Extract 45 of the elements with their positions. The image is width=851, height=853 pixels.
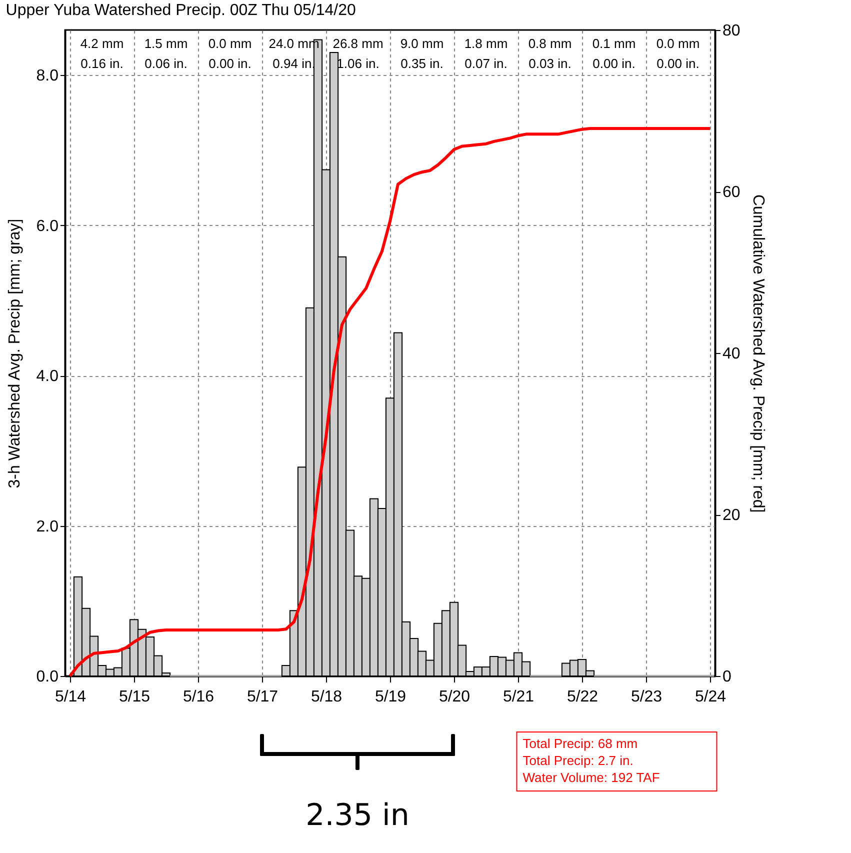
annotation: 1.5 mm <box>144 36 188 51</box>
annotation: 0.0 mm <box>656 36 700 51</box>
x-tick-label: 5/16 <box>182 688 214 706</box>
annotation: 0.1 mm <box>592 36 636 51</box>
y-tick-label: 0.0 <box>36 668 59 686</box>
y-tick-label: 8.0 <box>36 68 59 85</box>
annotation: 0.00 in. <box>656 56 700 71</box>
annotation: 0.35 in. <box>400 56 444 71</box>
y2-tick-label: 80 <box>722 22 740 40</box>
x-tick-label: 5/24 <box>694 688 726 706</box>
annotation: 9.0 mm <box>400 36 444 51</box>
x-tick-label: 5/17 <box>246 688 278 706</box>
x-tick-label: 5/23 <box>630 688 662 706</box>
text: Total Precip: 68 mm <box>522 736 638 751</box>
y-tick-label: 6.0 <box>36 218 59 235</box>
y-tick-label: 4.0 <box>36 368 59 386</box>
annotation: 0.00 in. <box>592 56 636 71</box>
annotation: 4.2 mm <box>80 36 124 51</box>
x-tick-label: 5/15 <box>118 688 150 706</box>
text: 2.35 in <box>306 798 410 833</box>
y2-tick-label: 40 <box>722 346 740 362</box>
y2-tick-label: 20 <box>722 507 740 524</box>
annotation: 0.16 in. <box>80 56 124 71</box>
y2-tick-label: 60 <box>722 184 740 201</box>
x-tick-label: 5/19 <box>374 688 406 706</box>
y2-axis-title: Cumulative Watershed Avg. Precip [mm; red] <box>749 194 766 513</box>
annotation: 1.8 mm <box>464 36 508 51</box>
x-tick-label: 5/21 <box>502 688 534 706</box>
x-tick-label: 5/20 <box>438 688 470 706</box>
annotation: 26.8 mm <box>332 36 384 51</box>
y2-tick-label: 0 <box>722 668 732 686</box>
annotation: 0.0 mm <box>208 36 252 51</box>
text: Water Volume: 192 TAF <box>522 770 660 785</box>
x-tick-label: 5/14 <box>54 688 86 706</box>
annotation: 0.07 in. <box>464 56 508 71</box>
annotation: 0.00 in. <box>208 56 252 71</box>
x-tick-label: 5/18 <box>310 688 342 706</box>
y-axis-title: 3-h Watershed Avg. Precip [mm; gray] <box>6 218 24 488</box>
y-tick-label: 2.0 <box>36 518 59 536</box>
x-tick-label: 5/22 <box>566 688 598 706</box>
chart-title: Upper Yuba Watershed Precip. 00Z Thu 05/14/20 <box>6 2 356 19</box>
text: Total Precip: 2.7 in. <box>522 753 634 768</box>
annotation: 0.03 in. <box>528 56 572 71</box>
annotation: 0.8 mm <box>528 36 572 51</box>
annotation: 0.06 in. <box>144 56 188 71</box>
